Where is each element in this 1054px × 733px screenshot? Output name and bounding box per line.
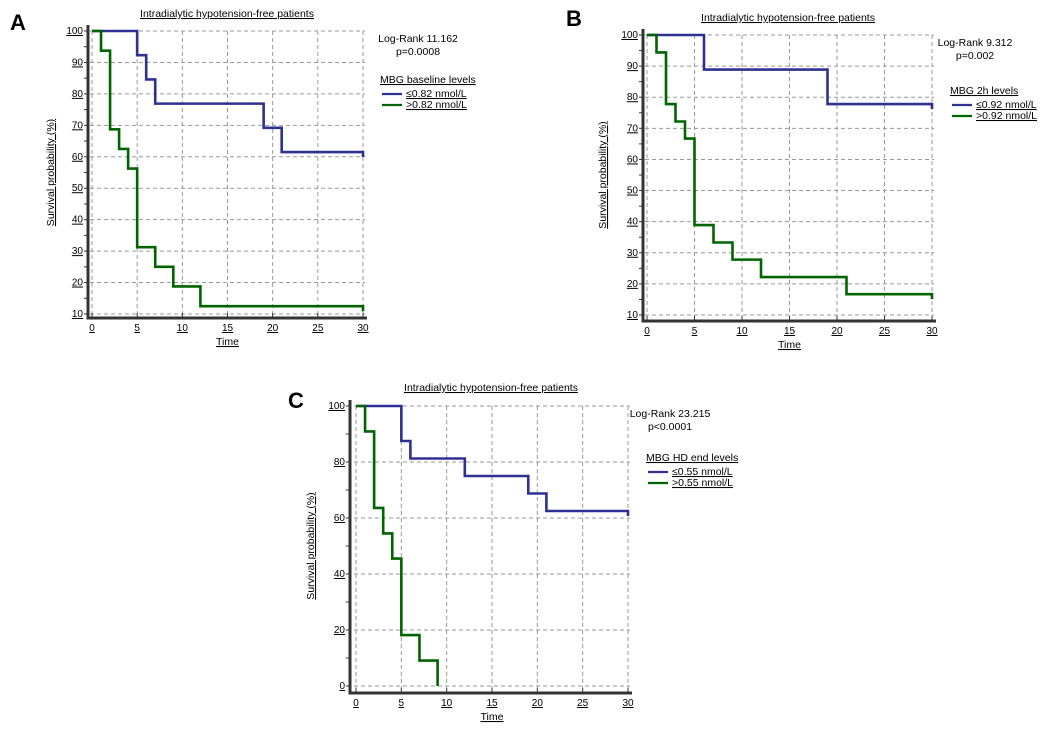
y-tick-label: 100 [621, 30, 638, 41]
survival-curve-low [356, 404, 630, 516]
legend-title: MBG HD end levels [646, 452, 738, 464]
x-axis-label: Time [216, 336, 239, 348]
survival-curve-low [647, 33, 934, 110]
x-tick-label: 0 [353, 698, 359, 709]
y-tick-label: 50 [627, 186, 639, 197]
panel-c: C Intradialytic hypotension-free patients… [288, 382, 738, 723]
y-tick-label: 90 [72, 57, 84, 68]
x-tick-label: 30 [622, 698, 634, 709]
survival-curve-high [92, 29, 365, 312]
y-tick-label: 60 [72, 152, 84, 163]
y-tick-label: 40 [72, 215, 84, 226]
y-tick-label: 40 [627, 217, 639, 228]
x-tick-label: 25 [577, 698, 589, 709]
y-tick-label: 70 [72, 120, 84, 131]
legend-title: MBG baseline levels [380, 74, 476, 86]
y-tick-label: 80 [72, 89, 84, 100]
survival-curve-low [92, 29, 365, 158]
panel-letter: B [566, 6, 582, 31]
chart-title: Intradialytic hypotension-free patients [404, 382, 578, 394]
log-rank-statistic: Log-Rank 11.162 [378, 33, 458, 45]
survival-curve-high [356, 404, 439, 686]
x-tick-label: 5 [134, 323, 140, 334]
y-tick-label: 10 [72, 309, 84, 320]
y-tick-label: 20 [72, 278, 84, 289]
y-tick-label: 30 [72, 246, 84, 257]
panel-letter: C [288, 388, 304, 413]
panel-a: A Intradialytic hypotension-free patients… [10, 8, 476, 348]
y-tick-label: 50 [72, 183, 84, 194]
legend-item-high: >0.82 nmol/L [406, 99, 467, 111]
y-axis-label: Survival probability (%) [305, 492, 317, 599]
y-axis-label: Survival probability (%) [45, 119, 57, 226]
y-tick-label: 70 [627, 123, 639, 134]
x-axis-label: Time [481, 711, 504, 723]
x-tick-label: 0 [644, 326, 650, 337]
p-value: p=0.0008 [396, 46, 440, 58]
y-tick-label: 60 [334, 513, 346, 524]
y-tick-label: 30 [627, 248, 639, 259]
log-rank-statistic: Log-Rank 23.215 [630, 408, 711, 420]
y-tick-label: 90 [627, 61, 639, 72]
x-tick-label: 25 [312, 323, 324, 334]
x-tick-label: 30 [357, 323, 369, 334]
x-tick-label: 25 [879, 326, 891, 337]
legend-item-high: >0.92 nmol/L [976, 110, 1037, 122]
x-tick-label: 20 [532, 698, 544, 709]
x-tick-label: 10 [736, 326, 748, 337]
survival-curve-high [647, 33, 934, 300]
panel-b: B Intradialytic hypotension-free patients… [566, 6, 1037, 351]
p-value: p<0.0001 [648, 421, 692, 433]
x-tick-label: 5 [692, 326, 698, 337]
y-tick-label: 20 [334, 625, 346, 636]
x-tick-label: 10 [441, 698, 453, 709]
x-tick-label: 30 [926, 326, 938, 337]
x-tick-label: 20 [267, 323, 279, 334]
x-tick-label: 10 [177, 323, 189, 334]
chart-title: Intradialytic hypotension-free patients [701, 12, 875, 24]
p-value: p=0.002 [956, 50, 994, 62]
y-tick-label: 40 [334, 569, 346, 580]
x-tick-label: 15 [784, 326, 796, 337]
y-tick-label: 10 [627, 310, 639, 321]
x-tick-label: 15 [222, 323, 234, 334]
y-tick-label: 60 [627, 154, 639, 165]
x-tick-label: 15 [486, 698, 498, 709]
y-tick-label: 100 [66, 26, 83, 37]
legend-item-low: ≤0.82 nmol/L [406, 88, 467, 100]
legend-item-low: ≤0.92 nmol/L [976, 99, 1037, 111]
y-tick-label: 20 [627, 279, 639, 290]
legend-item-low: ≤0.55 nmol/L [672, 466, 733, 478]
y-tick-label: 100 [328, 401, 345, 412]
chart-title: Intradialytic hypotension-free patients [140, 8, 314, 20]
legend-title: MBG 2h levels [950, 85, 1018, 97]
x-axis-label: Time [778, 339, 801, 351]
log-rank-statistic: Log-Rank 9.312 [938, 37, 1013, 49]
y-tick-label: 0 [339, 681, 345, 692]
y-axis-label: Survival probability (%) [597, 121, 609, 228]
x-tick-label: 20 [831, 326, 843, 337]
y-tick-label: 80 [334, 457, 346, 468]
x-tick-label: 5 [399, 698, 405, 709]
legend-item-high: >0.55 nmol/L [672, 477, 733, 489]
panel-letter: A [10, 10, 26, 35]
x-tick-label: 0 [89, 323, 95, 334]
y-tick-label: 80 [627, 92, 639, 103]
